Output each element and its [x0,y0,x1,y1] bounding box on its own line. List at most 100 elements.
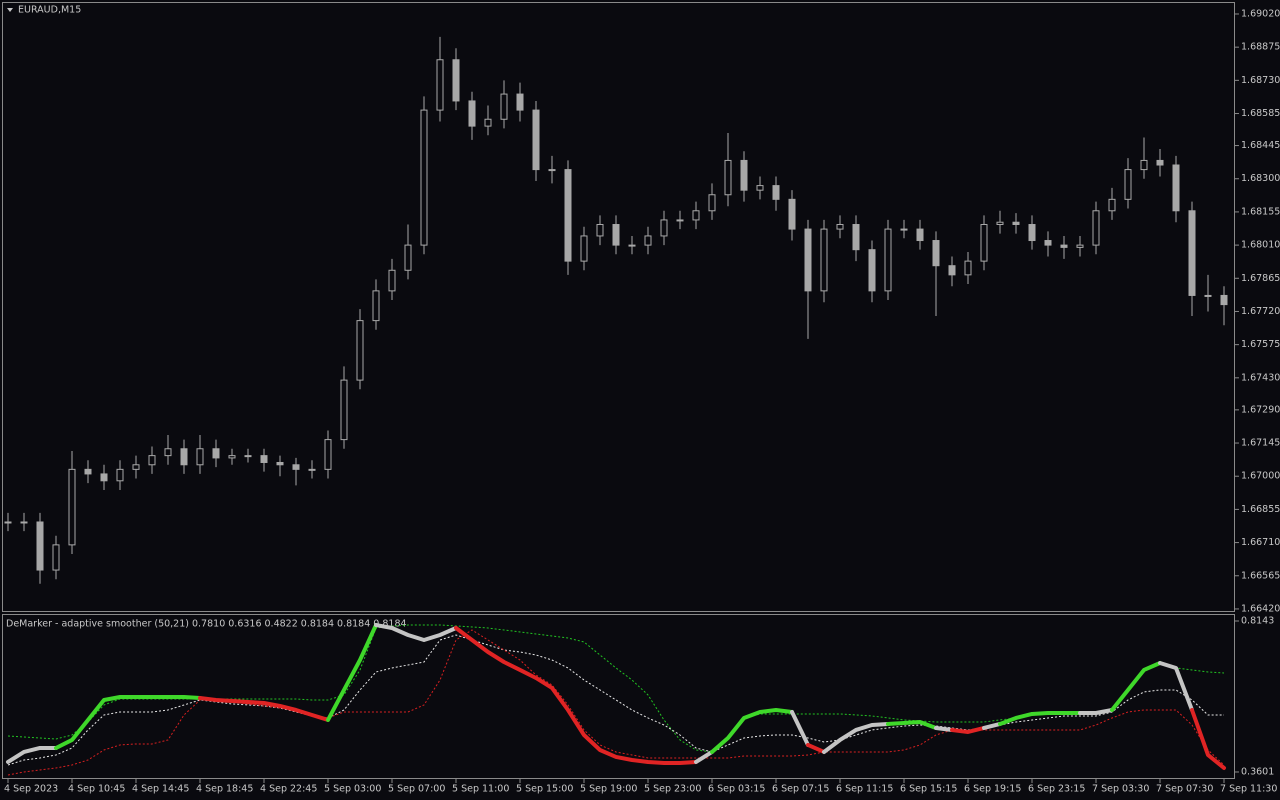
candle-body [340,379,348,441]
candle-body [820,228,828,292]
candle-body [740,159,748,191]
candle-body [36,521,44,571]
indicator-line [694,749,714,764]
candle-body [1028,224,1036,242]
candle-body [980,224,988,262]
candle-body [388,269,396,292]
indicator-line [326,623,378,722]
indicator-line [934,725,954,732]
x-tick-label: 4 Sep 2023 [4,784,58,795]
y-tick-label: 1.69020 [1241,8,1280,19]
y-tick-label: 1.68155 [1241,206,1280,217]
candle-body [1092,210,1100,246]
y-tick-label: 1.67000 [1241,471,1280,482]
indicator-line [54,694,202,750]
candle-body [1220,294,1228,306]
y-tick-label: 0.3601 [1241,766,1274,777]
candle-body [708,194,716,212]
x-tick-label: 6 Sep 23:15 [1028,784,1085,795]
indicator-line [1190,707,1226,770]
candle-body [996,221,1004,226]
candle-body [1156,159,1164,166]
candle-body [916,228,924,242]
candle-body [500,93,508,120]
candle-body [564,169,572,262]
x-tick-label: 6 Sep 03:15 [708,784,765,795]
candle-body [276,461,284,466]
indicator-line [198,695,330,722]
candle-body [900,228,908,231]
candle-body [244,455,252,458]
level-line [7,629,1225,776]
candle-body [452,59,460,102]
indicator-line [886,719,938,730]
candle-body [532,109,540,171]
indicator-line [1110,660,1162,712]
candle-body [84,468,92,475]
x-tick-label: 5 Sep 15:00 [516,784,573,795]
y-tick-label: 1.68730 [1241,75,1280,86]
candle-body [484,118,492,127]
candle-body [468,100,476,127]
candle-body [436,59,444,111]
x-tick-label: 7 Sep 07:30 [1156,784,1213,795]
indicator-line [1158,660,1194,712]
y-tick-label: 1.68010 [1241,240,1280,251]
y-tick-label: 1.68585 [1241,108,1280,119]
candle-body [308,468,316,471]
candle-body [132,464,140,470]
candle-body [20,521,28,524]
candle-body [836,224,844,230]
candle-body [1060,244,1068,248]
candle-body [1108,198,1116,212]
candle-body [68,468,76,546]
x-tick-label: 4 Sep 14:45 [132,784,189,795]
indicator-title: DeMarker - adaptive smoother (50,21) 0.7… [6,619,407,630]
candle-body [596,224,604,237]
y-tick-label: 1.67865 [1241,273,1280,284]
y-tick-label: 1.66710 [1241,537,1280,548]
y-tick-label: 1.68300 [1241,173,1280,184]
symbol-menu-arrow[interactable] [7,8,13,12]
candle-body [1124,169,1132,200]
candle-body [644,235,652,246]
candle-body [964,260,972,276]
indicator-line [982,721,1002,730]
y-tick-label: 0.8143 [1241,616,1274,627]
x-tick-label: 5 Sep 11:00 [452,784,509,795]
candle-body [356,320,364,381]
candle-body [420,109,428,246]
candle-body [932,240,940,267]
candle-body [868,249,876,292]
price-frame [2,2,1235,612]
candle-body [580,235,588,262]
x-tick-label: 7 Sep 03:30 [1092,784,1149,795]
candle-body [1140,159,1148,171]
y-tick-label: 1.67145 [1241,438,1280,449]
candle-body [196,448,204,466]
indicator-line [374,623,458,642]
y-tick-label: 1.66855 [1241,504,1280,515]
candle-body [1204,294,1212,297]
candle-body [724,159,732,196]
x-tick-label: 6 Sep 15:15 [900,784,957,795]
x-tick-label: 5 Sep 03:00 [324,784,381,795]
x-tick-label: 6 Sep 07:15 [772,784,829,795]
candle-body [148,455,156,466]
indicator-line [950,725,986,734]
candle-body [164,448,172,457]
x-tick-label: 5 Sep 19:00 [580,784,637,795]
x-tick-label: 4 Sep 22:45 [260,784,317,795]
indicator-line [6,745,58,764]
candle-body [260,455,268,463]
candle-body [1012,221,1020,226]
candle-body [116,468,124,482]
y-tick-label: 1.68445 [1241,140,1280,151]
candle-body [372,290,380,322]
indicator-line [998,710,1082,726]
candle-body [212,448,220,459]
candle-body [1044,240,1052,246]
